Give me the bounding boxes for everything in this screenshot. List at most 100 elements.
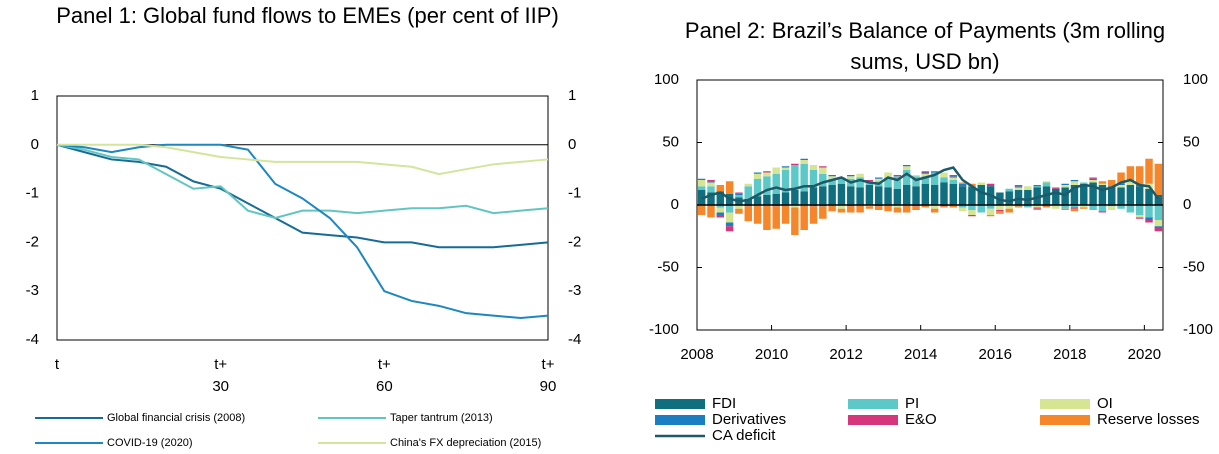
bar-segment: [791, 163, 799, 165]
y-tick-label: -100: [649, 321, 679, 338]
bar-segment: [791, 190, 799, 205]
y-tick-label: -3: [26, 282, 39, 299]
series-line: [57, 143, 549, 176]
bar-segment: [930, 172, 939, 185]
bar-segment: [949, 177, 958, 180]
bar-segment: [986, 185, 995, 187]
bar-segment: [1070, 180, 1079, 182]
bar-segment: [1033, 205, 1041, 208]
bar-segment: [865, 180, 874, 182]
bar-segment: [1024, 186, 1032, 190]
bar-segment: [837, 208, 846, 213]
bar-segment: [781, 205, 790, 224]
bar-segment: [716, 215, 725, 218]
bar-segment: [1005, 208, 1013, 213]
bar-segment: [809, 187, 818, 205]
bar-segment: [968, 187, 976, 205]
bar-segment: [697, 186, 706, 190]
bar-segment: [1098, 211, 1107, 213]
bar-segment: [1117, 187, 1125, 205]
bar-segment: [1080, 182, 1088, 184]
bar-segment: [1052, 205, 1060, 209]
y2-tick-label: -2: [568, 233, 581, 250]
bar-segment: [1108, 186, 1116, 205]
bar-segment: [744, 206, 752, 222]
y2-tick-label: -3: [568, 282, 581, 299]
plot-frame: [56, 95, 549, 341]
bar-segment: [791, 205, 799, 208]
legend-label: Reserve losses: [1097, 411, 1200, 428]
bar-segment: [753, 172, 762, 174]
bar-segment: [763, 205, 771, 230]
bar-segment: [1135, 217, 1144, 219]
bar-segment: [884, 172, 892, 178]
bar-segment: [697, 178, 706, 180]
bar-segment: [1070, 185, 1079, 205]
bar-segment: [828, 185, 836, 205]
bar-segment: [725, 222, 734, 227]
bar-segment: [1052, 188, 1060, 205]
bar-segment: [772, 167, 780, 174]
series-line: [56, 143, 549, 220]
bar-segment: [949, 183, 958, 205]
bar-segment: [912, 175, 920, 177]
bar-segment: [996, 210, 1004, 212]
y-tick-label: 100: [654, 71, 679, 88]
series-line: [701, 166, 1160, 203]
bar-segment: [1070, 181, 1079, 185]
bar-segment: [930, 208, 939, 213]
bar-segment: [856, 177, 864, 188]
y2-tick-label: 0: [1183, 196, 1191, 213]
bar-segment: [809, 206, 818, 224]
bar-segment: [716, 207, 725, 213]
y-tick-label: 0: [671, 196, 679, 213]
bar-segment: [875, 206, 883, 210]
bar-segment: [753, 173, 762, 179]
bar-segment: [847, 186, 855, 205]
bar-segment: [1089, 180, 1097, 183]
bar-segment: [1117, 205, 1125, 209]
bar-segment: [819, 186, 827, 205]
bar-segment: [949, 175, 958, 177]
bar-segment: [1098, 185, 1107, 205]
legend-label: PI: [905, 395, 919, 412]
bar-segment: [968, 215, 976, 217]
bar-segment: [725, 212, 734, 223]
y-tick-label: 1: [31, 87, 39, 104]
bar-segment: [1005, 188, 1013, 192]
bar-segment: [828, 205, 836, 212]
bar-segment: [1145, 158, 1153, 184]
bar-segment: [1042, 181, 1051, 183]
bar-segment: [1145, 220, 1153, 223]
legend-label: FDI: [712, 395, 736, 412]
bar-segment: [986, 183, 995, 185]
bar-segment: [716, 185, 725, 192]
bar-segment: [828, 175, 836, 177]
bar-segment: [1117, 172, 1125, 183]
bar-segment: [958, 205, 967, 208]
bar-segment: [1145, 188, 1153, 205]
bar-segment: [949, 205, 958, 208]
bar-segment: [856, 205, 864, 213]
bar-segment: [856, 187, 864, 205]
bar-segment: [1080, 183, 1088, 205]
bar-segment: [996, 205, 1004, 210]
bar-segment: [716, 205, 725, 208]
x-tick-label: t+ 30: [212, 356, 229, 395]
bar-segment: [921, 173, 930, 177]
bar-segment: [800, 163, 808, 192]
bar-segment: [1033, 186, 1041, 188]
bar-segment: [902, 165, 911, 167]
bar-segment: [781, 166, 790, 168]
bar-segment: [1135, 186, 1144, 205]
legend-swatch: [848, 415, 898, 425]
bar-segment: [1098, 205, 1107, 212]
bar-segment: [893, 188, 902, 205]
bar-segment: [1089, 177, 1097, 179]
bar-segment: [763, 171, 771, 173]
bar-segment: [1135, 215, 1144, 218]
x-tick-label: 2014: [904, 346, 937, 363]
bar-segment: [707, 181, 715, 183]
bar-segment: [902, 205, 911, 213]
